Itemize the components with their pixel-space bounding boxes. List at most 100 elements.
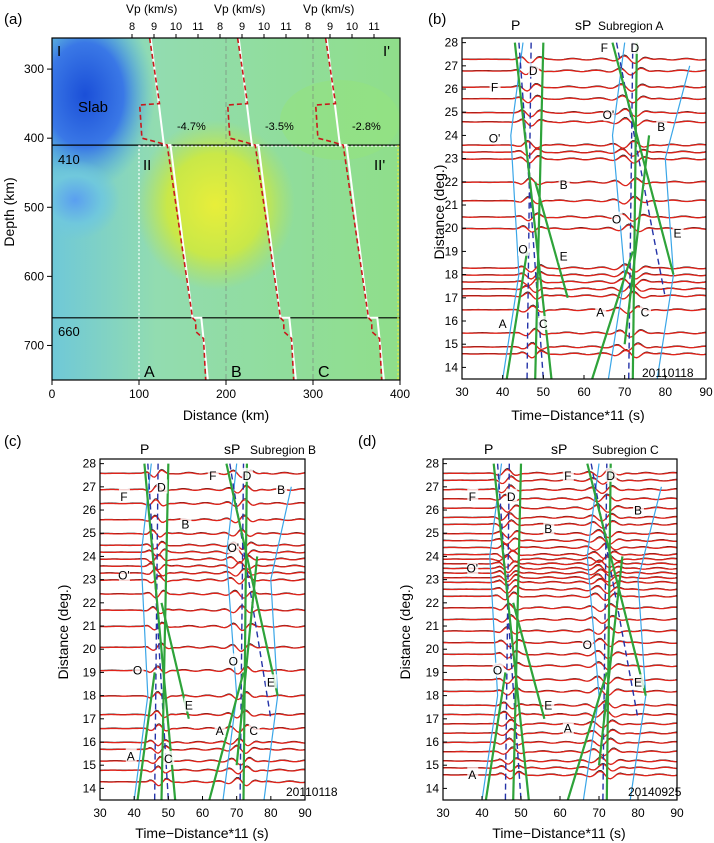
- branch-label-A: A: [564, 722, 572, 736]
- y-tick-label: 16: [426, 735, 440, 749]
- y-tick-label: 20: [83, 642, 97, 656]
- y-tick-label: 23: [445, 152, 459, 166]
- x-tick-label: 300: [303, 387, 323, 401]
- branch-label-O: O: [518, 243, 527, 257]
- panel-c-ylabel: Distance (deg.): [55, 585, 71, 680]
- branch-green-P4: [505, 251, 529, 380]
- branch-label-bg: [248, 723, 260, 738]
- branch-green-sP2: [631, 42, 638, 380]
- branch-label-F: F: [601, 41, 608, 55]
- y-tick-label: 21: [426, 619, 440, 633]
- waveform-synthetic: [442, 626, 678, 635]
- branch-green-P3: [512, 602, 546, 720]
- y-tick-label: 26: [445, 82, 459, 96]
- waveform-synthetic: [443, 757, 677, 766]
- waveform-synthetic: [443, 615, 678, 624]
- waveform-synthetic: [99, 568, 306, 577]
- x-tick-label: 90: [298, 806, 312, 820]
- waveform-synthetic: [461, 177, 707, 187]
- distance-axis-label: Distance (km): [183, 407, 269, 423]
- branch-B-sP: [656, 65, 691, 380]
- x-tick-label: 100: [129, 387, 149, 401]
- vp-axis-title-1: Vp (km/s): [126, 2, 177, 16]
- branch-label-O: O: [133, 664, 142, 678]
- waveform-synthetic: [100, 561, 306, 571]
- branch-label-bg: [180, 516, 192, 531]
- waveform-synthetic: [100, 590, 306, 599]
- label-410: 410: [58, 152, 80, 167]
- label-region-II: II: [143, 157, 151, 174]
- branch-label-bg: [156, 479, 168, 494]
- branch-label-F: F: [120, 490, 127, 504]
- anomaly-label-3: -2.8%: [352, 121, 381, 133]
- panel-d-event-id: 20140925: [628, 785, 682, 799]
- waveform-synthetic: [443, 468, 678, 478]
- vp-tick-label: 8: [217, 21, 223, 33]
- waveform-synthetic: [461, 342, 707, 352]
- branch-label-E: E: [560, 250, 568, 264]
- waveform-synthetic: [100, 765, 305, 775]
- branch-label-O: O: [493, 664, 502, 678]
- y-tick-label: 17: [426, 712, 440, 726]
- waveform-synthetic: [443, 738, 678, 747]
- x-tick-label: 40: [496, 385, 510, 399]
- waveform-synthetic: [442, 574, 678, 583]
- waveform-synthetic: [461, 291, 707, 300]
- vp-reference-profile: [149, 37, 209, 381]
- vp-tick-label: 10: [258, 21, 270, 33]
- branch-label-bg: [489, 130, 501, 145]
- vp-axis-title-3: Vp (km/s): [303, 2, 354, 16]
- branch-label-O: O: [583, 638, 592, 652]
- branch-label-A: A: [596, 305, 604, 319]
- y-tick-label: 700: [24, 338, 44, 352]
- waveform-synthetic: [100, 738, 306, 747]
- y-tick-label: 20: [445, 221, 459, 235]
- branch-label-bg: [467, 488, 479, 503]
- branch-label-E: E: [544, 699, 552, 713]
- branch-green-sP2: [242, 463, 249, 801]
- waveform-synthetic: [462, 55, 707, 64]
- branch-label-bg: [640, 304, 651, 319]
- y-tick-label: 14: [426, 781, 440, 795]
- panel-d-phase-p: P: [484, 441, 493, 457]
- branch-green-P2: [534, 42, 545, 380]
- x-tick-label: 70: [230, 806, 244, 820]
- waveform-synthetic: [461, 155, 707, 164]
- panel-b-ylabel: Distance (deg.): [431, 165, 447, 260]
- waveform-synthetic: [443, 603, 678, 613]
- waveform-synthetic: [443, 494, 678, 503]
- branch-label-bg: [611, 211, 623, 226]
- y-tick-label: 23: [83, 573, 97, 587]
- x-tick-label: 400: [390, 387, 410, 401]
- y-tick-label: 19: [83, 665, 97, 679]
- branch-green-P4: [136, 672, 156, 801]
- branch-O-sP: [607, 42, 626, 380]
- branch-label-bg: [265, 674, 277, 689]
- waveform-synthetic: [100, 499, 306, 508]
- branch-label-bg: [518, 241, 529, 256]
- branch-label-A: A: [127, 750, 135, 764]
- branch-label-bg: [467, 560, 479, 575]
- branch-label-bg: [506, 488, 518, 503]
- label-slab: Slab: [78, 99, 108, 116]
- branch-O-P: [502, 42, 524, 380]
- branch-label-bg: [599, 39, 611, 54]
- branch-label-O': O': [489, 131, 501, 145]
- branch-green-sP1: [586, 463, 647, 696]
- panel-label-d: (d): [358, 433, 376, 450]
- branch-label-D: D: [606, 469, 615, 483]
- branch-label-B: B: [544, 522, 552, 536]
- vp-tick-label: 9: [327, 21, 333, 33]
- y-tick-label: 15: [445, 337, 459, 351]
- x-tick-label: 90: [699, 385, 713, 399]
- waveform-synthetic: [442, 710, 678, 719]
- branch-label-bg: [633, 502, 644, 517]
- y-tick-label: 19: [426, 665, 440, 679]
- vp-reference-profile: [237, 37, 297, 381]
- y-tick-label: 14: [445, 360, 459, 374]
- waveform-synthetic: [461, 284, 707, 294]
- branch-green-sP1: [611, 42, 675, 275]
- branch-label-bg: [528, 63, 540, 78]
- waveform-synthetic: [461, 278, 707, 287]
- branch-dashed-P2: [153, 463, 159, 801]
